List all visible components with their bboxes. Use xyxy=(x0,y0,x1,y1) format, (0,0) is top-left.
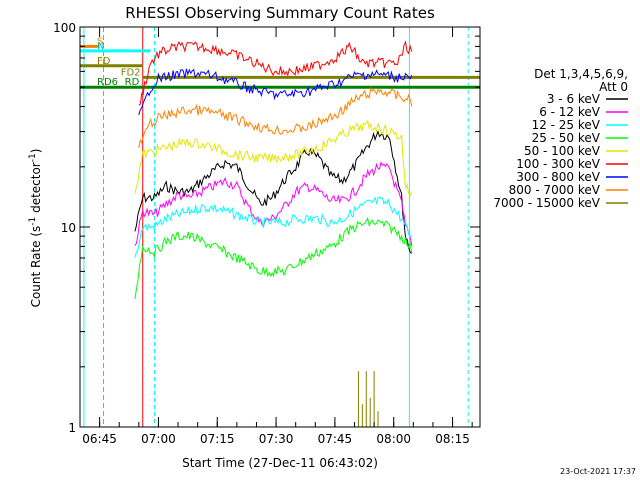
legend-label-7000-15000-kev: 7000 - 15000 keV xyxy=(493,196,600,210)
y-axis-label-part3: ) xyxy=(29,149,43,154)
legend-label-50-100-kev: 50 - 100 keV xyxy=(524,144,601,158)
series-line-100-300-kev xyxy=(138,40,413,106)
y-tick-label: 100 xyxy=(53,21,76,35)
legend-label-6-12-kev: 6 - 12 keV xyxy=(539,105,601,119)
legend-header-2: Att 0 xyxy=(599,80,628,94)
series-line-25-50-kev xyxy=(134,216,413,300)
legend-label-800-7000-kev: 800 - 7000 keV xyxy=(509,183,601,197)
legend-label-100-300-kev: 100 - 300 keV xyxy=(516,157,600,171)
x-tick-label: 07:45 xyxy=(318,432,353,446)
x-tick-label: 08:00 xyxy=(376,432,411,446)
y-tick-label: 1 xyxy=(68,421,76,435)
x-tick-label: 06:45 xyxy=(82,432,117,446)
series-line-6-12-kev xyxy=(134,161,413,247)
flag-label-rd6: RD6 xyxy=(97,77,118,88)
y-axis-label-part2: detector xyxy=(29,162,43,217)
legend-label-300-800-kev: 300 - 800 keV xyxy=(516,170,600,184)
plot-area xyxy=(80,27,480,427)
series-line-12-25-kev xyxy=(134,196,413,258)
flag-label-n: N xyxy=(97,41,104,52)
legend-header-1: Det 1,3,4,5,6,9, xyxy=(534,67,628,81)
series-line-800-7000-kev xyxy=(138,86,413,148)
flag-label-s: S xyxy=(97,36,103,47)
y-axis-label-sup2: -1 xyxy=(28,153,38,162)
flag-label-fd2: FD2 xyxy=(121,67,141,78)
series-line-300-800-kev xyxy=(138,68,413,116)
series-line-3-6-kev xyxy=(134,130,413,254)
x-tick-label: 07:30 xyxy=(259,432,294,446)
timestamp: 23-Oct-2021 17:37 xyxy=(560,467,636,476)
x-tick-label: 08:15 xyxy=(435,432,470,446)
y-tick-label: 10 xyxy=(61,221,76,235)
y-axis-label-sup1: -1 xyxy=(28,217,38,226)
chart-title: RHESSI Observing Summary Count Rates xyxy=(125,4,435,22)
axis-ticks: 06:45 07:00 07:15 07:30 07:45 08:00 08:15 1 10 10… xyxy=(53,21,480,446)
series-line-50-100-kev xyxy=(134,120,413,197)
flag-label-rd: RD xyxy=(125,77,140,88)
flag-label-fd: FD xyxy=(97,56,111,67)
legend-label-25-50-kev: 25 - 50 keV xyxy=(532,131,601,145)
y-axis-label: Count Rate (s-1 detector-1) xyxy=(28,149,43,308)
y-axis-label-part1: Count Rate (s xyxy=(29,226,43,308)
x-tick-label: 07:15 xyxy=(200,432,235,446)
legend-label-3-6-kev: 3 - 6 keV xyxy=(547,92,601,106)
x-tick-label: 07:00 xyxy=(141,432,176,446)
x-axis-label: Start Time (27-Dec-11 06:43:02) xyxy=(182,456,378,470)
legend-label-12-25-kev: 12 - 25 keV xyxy=(532,118,601,132)
